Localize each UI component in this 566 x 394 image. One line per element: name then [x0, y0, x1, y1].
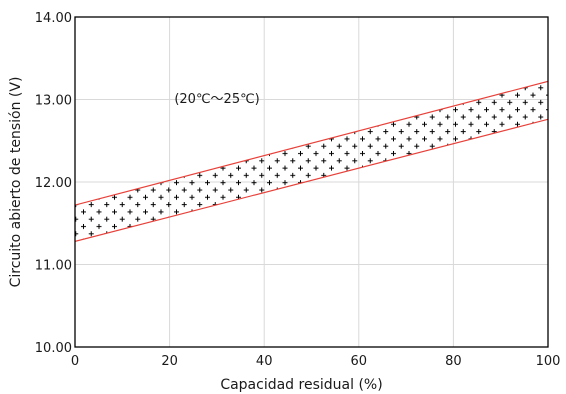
x-tick-label: 40 [256, 354, 273, 369]
x-tick-labels: 0 20 40 60 80 100 [71, 354, 561, 369]
y-tick-label: 13.00 [35, 94, 72, 109]
x-tick-label: 80 [445, 354, 462, 369]
lower-limit-line [75, 118, 548, 242]
y-tick-label: 11.00 [35, 259, 72, 274]
y-tick-label: 14.00 [35, 11, 72, 26]
y-tick-label: 12.00 [35, 176, 72, 191]
y-tick-label: 10.00 [35, 341, 72, 356]
y-tick-labels: 10.00 11.00 12.00 13.00 14.00 [35, 11, 72, 356]
band-fill [75, 81, 548, 242]
upper-limit-line [75, 80, 548, 206]
grid-lines [75, 17, 548, 347]
temperature-annotation: (20℃～25℃) [174, 92, 259, 107]
series-lines [75, 80, 548, 242]
plot-frame [74, 16, 549, 348]
y-axis-label: Circuito abierto de tensión (V) [8, 77, 24, 288]
x-tick-label: 20 [161, 354, 178, 369]
x-tick-label: 0 [71, 354, 79, 369]
x-axis-label: Capacidad residual (%) [220, 377, 382, 393]
data-band [75, 81, 548, 242]
x-tick-label: 100 [536, 354, 561, 369]
x-tick-label: 60 [351, 354, 368, 369]
